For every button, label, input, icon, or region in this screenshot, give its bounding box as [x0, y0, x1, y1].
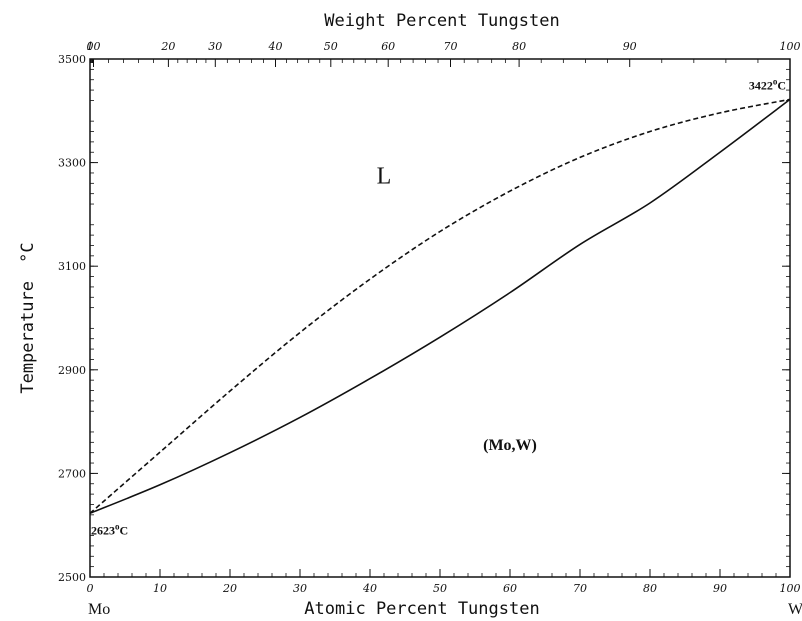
x-axis-top: 010 20 30 40 50 60 70 80 90 100 [87, 40, 801, 67]
x-top-tick-label: 20 [160, 40, 175, 53]
y-axis-unit: °C [18, 242, 38, 262]
x-top-tick-label: 90 [623, 40, 637, 53]
x-bottom-tick-label: 10 [153, 582, 167, 595]
mo-melting-point-label: 2623oC [91, 521, 128, 537]
x-bottom-tick-label: 100 [780, 582, 801, 595]
x-top-tick-label: 100 [780, 40, 801, 53]
x-bottom-tick-label: 60 [503, 582, 517, 595]
y-tick-label: 3100 [58, 260, 86, 273]
x-bottom-tick-label: 50 [433, 582, 447, 595]
x-top-tick-label: 50 [324, 40, 338, 53]
x-bottom-tick-label: 80 [643, 582, 657, 595]
x-bottom-tick-label: 70 [573, 582, 587, 595]
plot-frame [89, 58, 791, 578]
x-top-tick-label: 70 [444, 40, 458, 53]
x-top-tick-label: 40 [268, 40, 283, 53]
x-bottom-tick-label: 30 [293, 582, 307, 595]
y-tick-label: 2700 [58, 467, 86, 480]
x-bottom-tick-label: 20 [222, 582, 237, 595]
w-melting-point-label-unit: C [777, 78, 786, 92]
w-melting-point-label-degree: o [773, 76, 778, 86]
y-tick-label: 3300 [58, 157, 86, 170]
y-axis-title-text: Temperature [18, 281, 38, 394]
x-top-tick-label: 60 [381, 40, 395, 53]
svg-text:Temperature °C: Temperature °C [18, 242, 38, 393]
y-tick-label: 3500 [58, 53, 86, 66]
x-top-tick-label: 10 [87, 40, 101, 53]
x-bottom-tick-label: 90 [713, 582, 727, 595]
mo-melting-point-label-unit: C [120, 523, 129, 537]
end-label-mo: Mo [88, 601, 110, 618]
solid-region-label: (Mo,W) [483, 437, 537, 454]
y-tick-label: 2900 [58, 364, 86, 377]
y-tick-label: 2500 [58, 571, 86, 584]
y-axis-title: Temperature °C [18, 242, 38, 393]
x-top-tick-label: 80 [512, 40, 526, 53]
end-label-w: W [788, 601, 802, 618]
x-top-tick-label: 0 [87, 40, 94, 53]
x-axis-bottom-title: Atomic Percent Tungsten [304, 599, 539, 619]
liquidus-curve [89, 98, 791, 514]
mo-melting-point-label-value: 2623 [91, 523, 115, 537]
liquid-region-label: L [377, 163, 392, 189]
w-melting-point-label-value: 3422 [749, 78, 773, 92]
x-axis-top-title: Weight Percent Tungsten [324, 11, 559, 31]
x-top-tick-label: 30 [208, 40, 222, 53]
x-bottom-tick-label: 40 [362, 582, 377, 595]
x-axis-bottom: 0 10 20 30 40 50 60 70 80 90 100 [87, 569, 801, 595]
y-axis: 2500 2700 2900 3100 3300 3500 [58, 53, 790, 584]
w-melting-point-label: 3422oC [749, 76, 786, 92]
solidus-curve [89, 98, 791, 515]
x-bottom-tick-label: 0 [87, 582, 94, 595]
series-layer [89, 98, 791, 515]
mo-melting-point-label-degree: o [115, 521, 120, 531]
